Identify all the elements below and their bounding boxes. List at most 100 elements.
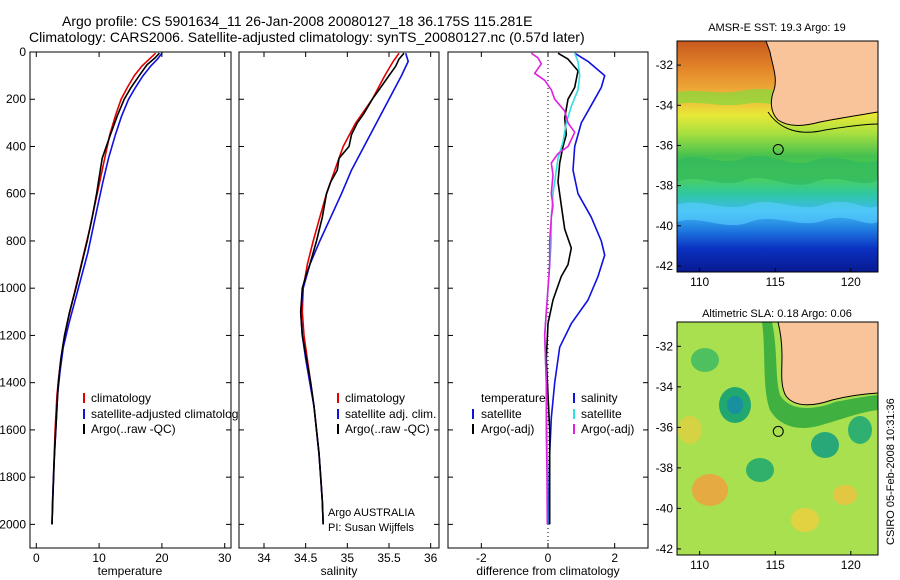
y-tick-label: 400 bbox=[6, 139, 26, 153]
x-tick-label: 0 bbox=[33, 551, 40, 565]
y-tick-label: 1000 bbox=[0, 281, 26, 295]
map-y-tick-label: -32 bbox=[656, 339, 674, 353]
sla-warm-eddy bbox=[791, 508, 819, 532]
sla-map: Altimetric SLA: 0.18 Argo: 0.06 110 115 12… bbox=[656, 308, 879, 572]
legend-label-sal-argo: Argo(-adj) bbox=[581, 422, 634, 436]
series-line-temperature-argo-adj- bbox=[545, 52, 579, 525]
sst-land bbox=[765, 41, 878, 126]
map-y-tick-label: -42 bbox=[656, 259, 674, 273]
difference-xlabel: difference from climatology bbox=[476, 564, 619, 578]
annotation-line2: PI: Susan Wijffels bbox=[328, 522, 414, 534]
map-x-tick-label: 115 bbox=[766, 275, 785, 289]
map-y-tick-label: -32 bbox=[656, 58, 674, 72]
sst-mid-band bbox=[677, 156, 878, 185]
sla-eddy bbox=[746, 458, 774, 482]
x-tick-label: 34.5 bbox=[294, 551, 318, 565]
map-y-tick-label: -36 bbox=[656, 420, 674, 434]
sla-eddy bbox=[811, 432, 839, 458]
series-line-salinity-argo-adj- bbox=[530, 52, 576, 525]
temperature-panel: 0 10 20 30 0 200 400 600 800 1000 1200 1400 1600 1800… bbox=[0, 45, 244, 578]
x-tick-label: 20 bbox=[155, 551, 169, 565]
x-tick-label: 2 bbox=[611, 551, 618, 565]
x-tick-label: 36 bbox=[424, 551, 438, 565]
map-y-tick-label: -36 bbox=[656, 138, 674, 152]
figure-title-line1: Argo profile: CS 5901634_11 26-Jan-2008 … bbox=[62, 13, 532, 29]
map-y-tick-label: -34 bbox=[656, 98, 674, 112]
series-line-temperature-satellite bbox=[547, 52, 606, 525]
sst-map-frame bbox=[676, 40, 879, 273]
sla-map-frame bbox=[676, 321, 879, 556]
sla-eddy-core bbox=[727, 396, 743, 414]
sla-warm-eddy bbox=[833, 485, 857, 505]
map-x-tick-label: 115 bbox=[766, 558, 785, 572]
legend-label-sal-satellite: satellite bbox=[581, 407, 622, 421]
series-line-argo-raw-qc- bbox=[51, 52, 160, 525]
sst-argo-marker bbox=[772, 143, 784, 155]
legend-group-temperature: temperature bbox=[481, 391, 546, 405]
legend-label-climatology: climatology bbox=[345, 391, 405, 405]
sst-map: AMSR-E SST: 19.3 Argo: 19 110 115 120 -32 -3… bbox=[656, 22, 879, 289]
sla-eddy bbox=[691, 348, 719, 372]
sla-warm-eddy bbox=[678, 416, 702, 444]
difference-panel: -2 0 2 difference from climatology tempera… bbox=[447, 51, 649, 578]
y-tick-label: 1800 bbox=[0, 470, 26, 484]
x-tick-label: 0 bbox=[545, 551, 552, 565]
figure-title-line2: Climatology: CARS2006. Satellite-adjuste… bbox=[29, 29, 585, 45]
map-y-tick-label: -40 bbox=[656, 501, 674, 515]
annotation-line1: Argo AUSTRALIA bbox=[328, 507, 415, 519]
map-x-tick-label: 110 bbox=[690, 275, 709, 289]
map-y-tick-label: -38 bbox=[656, 179, 674, 193]
x-tick-label: 35.5 bbox=[377, 551, 401, 565]
map-x-tick-label: 120 bbox=[841, 558, 861, 572]
temperature-xlabel: temperature bbox=[98, 564, 163, 578]
temperature-axes bbox=[29, 51, 232, 549]
salinity-xlabel: salinity bbox=[321, 564, 358, 578]
legend-label-argo: Argo(..raw -QC) bbox=[345, 422, 430, 436]
credit-text: CSIRO 05-Feb-2008 10:31:36 bbox=[885, 398, 897, 545]
map-y-tick-label: -34 bbox=[656, 380, 674, 394]
x-tick-label: -2 bbox=[476, 551, 487, 565]
salinity-legend: climatology satellite adj. clim. Argo(..… bbox=[337, 391, 436, 436]
y-tick-label: 0 bbox=[19, 45, 26, 59]
legend-label-satellite: satellite adj. clim. bbox=[345, 407, 436, 421]
x-tick-label: 34 bbox=[257, 551, 271, 565]
sst-coast-contour bbox=[767, 111, 878, 133]
salinity-axes bbox=[238, 51, 440, 549]
x-tick-label: 35 bbox=[341, 551, 355, 565]
sla-shelf bbox=[762, 322, 878, 429]
y-tick-label: 1400 bbox=[0, 376, 26, 390]
y-tick-label: 1600 bbox=[0, 423, 26, 437]
map-y-tick-label: -38 bbox=[656, 461, 674, 475]
legend-group-salinity: salinity bbox=[581, 391, 618, 405]
y-tick-label: 600 bbox=[6, 187, 26, 201]
x-tick-label: 30 bbox=[218, 551, 232, 565]
legend-label-satellite: satellite-adjusted climatology bbox=[91, 407, 244, 421]
sla-field bbox=[677, 322, 878, 555]
y-tick-label: 2000 bbox=[0, 517, 26, 531]
map-x-tick-label: 110 bbox=[690, 558, 709, 572]
legend-label-temp-argo: Argo(-adj) bbox=[481, 422, 534, 436]
map-x-tick-label: 120 bbox=[841, 275, 861, 289]
sst-cool-band bbox=[677, 201, 878, 226]
legend-label-temp-satellite: satellite bbox=[481, 407, 522, 421]
x-tick-label: 10 bbox=[92, 551, 106, 565]
legend-label-argo: Argo(..raw -QC) bbox=[91, 422, 176, 436]
y-tick-label: 1200 bbox=[0, 328, 26, 342]
sla-land bbox=[777, 322, 878, 406]
series-line-argo-raw-qc- bbox=[299, 52, 405, 525]
sla-eddy bbox=[848, 416, 872, 444]
sla-argo-marker bbox=[772, 425, 784, 437]
sst-field bbox=[677, 41, 878, 272]
sla-warm-eddy bbox=[692, 474, 728, 506]
map-y-tick-label: -40 bbox=[656, 219, 674, 233]
sla-map-title: Altimetric SLA: 0.18 Argo: 0.06 bbox=[702, 308, 852, 320]
legend-label-climatology: climatology bbox=[91, 391, 151, 405]
salinity-panel: 34 34.5 35 35.5 36 salinity climatology sate… bbox=[238, 51, 440, 578]
map-y-tick-label: -42 bbox=[656, 542, 674, 556]
sst-map-title: AMSR-E SST: 19.3 Argo: 19 bbox=[708, 22, 846, 34]
temperature-legend: climatology satellite-adjusted climatolo… bbox=[83, 391, 244, 436]
y-tick-label: 800 bbox=[6, 234, 26, 248]
y-tick-label: 200 bbox=[6, 92, 26, 106]
difference-legend: temperature satellite Argo(-adj) salinit… bbox=[472, 391, 634, 436]
